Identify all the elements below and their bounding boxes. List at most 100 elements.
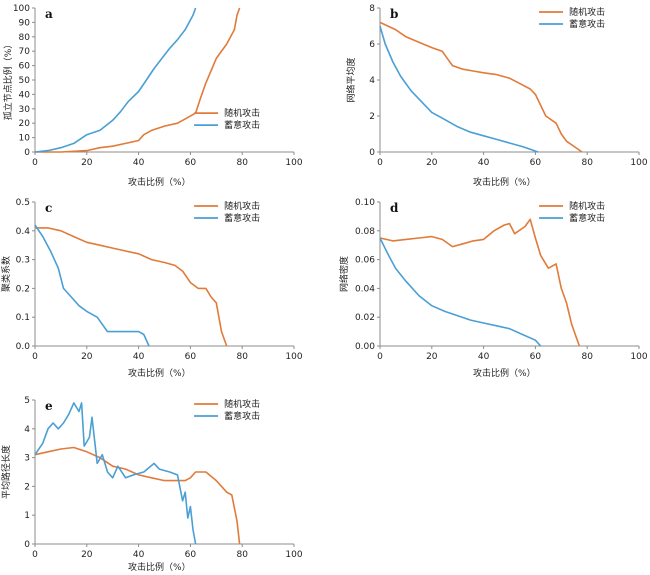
x-tick-label: 80 (236, 550, 248, 560)
x-tick-label: 80 (236, 158, 248, 168)
y-tick-label: 70 (19, 47, 31, 57)
y-tick-label: 0.04 (355, 284, 375, 294)
y-tick-label: 2 (369, 112, 375, 122)
y-tick-label: 1 (24, 511, 30, 521)
x-tick-label: 20 (426, 352, 438, 362)
x-tick-label: 0 (32, 352, 38, 362)
legend-label: 随机攻击 (224, 398, 260, 410)
y-axis-label: 聚类系数 (0, 256, 12, 292)
series-line-random-attack (34, 446, 241, 545)
y-tick-label: 50 (19, 76, 31, 86)
legend-label: 蓄意攻击 (224, 212, 260, 224)
x-tick-label: 80 (236, 352, 248, 362)
panel-letter: c (45, 201, 52, 215)
x-tick-label: 80 (581, 352, 593, 362)
series-line-random-attack (379, 218, 581, 347)
y-tick-label: 0.06 (355, 256, 375, 266)
panel-letter: d (390, 201, 399, 215)
series-line-random-attack (379, 21, 583, 153)
x-tick-label: 40 (478, 158, 490, 168)
y-tick-label: 0 (369, 148, 375, 158)
x-tick-label: 20 (81, 550, 93, 560)
x-tick-label: 100 (630, 352, 647, 362)
x-tick-label: 0 (377, 158, 383, 168)
legend-label: 蓄意攻击 (224, 119, 260, 131)
x-tick-label: 100 (630, 158, 647, 168)
chart-panel-a: 0 20 40 60 80 100 0 10 20 30 40 50 60 70 80 90 100 a 攻击比例（… (2, 4, 303, 188)
x-tick-label: 60 (185, 550, 197, 560)
y-axis-label: 孤立节点比例（%） (2, 40, 14, 121)
legend-label: 蓄意攻击 (569, 212, 605, 224)
series-line-deliberate-attack (34, 224, 150, 347)
x-tick-label: 60 (530, 158, 542, 168)
series-line-deliberate-attack (34, 402, 197, 545)
y-tick-label: 0.1 (16, 313, 30, 323)
x-tick-label: 40 (133, 550, 145, 560)
x-tick-label: 40 (478, 352, 490, 362)
y-tick-label: 40 (19, 90, 31, 100)
chart-panel-c: 0 20 40 60 80 100 0.0 0.1 0.2 0.3 0.4 0.5 c 攻击比例（%） 聚类… (0, 198, 303, 379)
y-tick-label: 0.4 (16, 227, 31, 237)
x-tick-label: 40 (133, 158, 145, 168)
y-tick-label: 0.08 (355, 227, 375, 237)
x-tick-label: 100 (285, 352, 302, 362)
y-tick-label: 0 (24, 148, 30, 158)
y-tick-label: 0.10 (355, 198, 375, 208)
y-tick-label: 10 (19, 134, 31, 144)
y-tick-label: 0.02 (355, 313, 375, 323)
x-tick-label: 100 (285, 550, 302, 560)
panel-letter: e (45, 399, 53, 413)
y-tick-label: 90 (19, 18, 31, 28)
legend-label: 随机攻击 (569, 6, 605, 18)
y-tick-label: 0.2 (16, 284, 30, 294)
x-tick-label: 0 (32, 158, 38, 168)
y-tick-label: 0.3 (16, 256, 30, 266)
y-tick-label: 0 (24, 540, 30, 550)
series-line-random-attack (35, 7, 241, 153)
series-line-deliberate-attack (379, 237, 542, 347)
y-axis-label: 平均路径长度 (0, 445, 12, 499)
x-axis-label: 攻击比例（%） (128, 176, 191, 188)
y-tick-label: 4 (24, 425, 30, 435)
y-tick-label: 5 (24, 396, 30, 406)
x-tick-label: 60 (185, 352, 197, 362)
legend-label: 蓄意攻击 (569, 18, 605, 30)
x-tick-label: 80 (581, 158, 593, 168)
x-tick-label: 0 (377, 352, 383, 362)
x-tick-label: 60 (185, 158, 197, 168)
x-tick-label: 0 (32, 550, 38, 560)
x-tick-label: 20 (81, 352, 93, 362)
panel-letter: b (390, 7, 398, 21)
x-axis-label: 攻击比例（%） (128, 561, 191, 573)
y-tick-label: 2 (24, 482, 30, 492)
y-tick-label: 20 (19, 119, 31, 129)
y-tick-label: 0.00 (355, 342, 375, 352)
series-line-deliberate-attack (34, 7, 197, 153)
x-tick-label: 100 (285, 158, 302, 168)
y-tick-label: 60 (19, 62, 31, 72)
y-tick-label: 0.5 (16, 198, 30, 208)
y-tick-label: 30 (19, 105, 31, 115)
x-axis-label: 攻击比例（%） (473, 176, 536, 188)
legend-label: 随机攻击 (569, 200, 605, 212)
y-tick-label: 80 (19, 33, 31, 43)
x-tick-label: 20 (426, 158, 438, 168)
y-axis-label: 网络平均度 (345, 57, 357, 102)
series-line-deliberate-attack (379, 25, 539, 153)
y-tick-label: 4 (369, 76, 375, 86)
y-tick-label: 3 (24, 454, 30, 464)
x-axis-label: 攻击比例（%） (128, 367, 191, 379)
y-tick-label: 8 (369, 4, 375, 14)
panel-letter: a (45, 7, 53, 21)
y-tick-label: 6 (369, 40, 375, 50)
x-tick-label: 20 (81, 158, 93, 168)
y-axis-label: 网络密度 (338, 256, 350, 292)
x-tick-label: 40 (133, 352, 145, 362)
legend-label: 蓄意攻击 (224, 410, 260, 422)
y-tick-label: 100 (13, 4, 30, 14)
series-line-random-attack (35, 227, 228, 347)
x-axis-label: 攻击比例（%） (473, 367, 536, 379)
